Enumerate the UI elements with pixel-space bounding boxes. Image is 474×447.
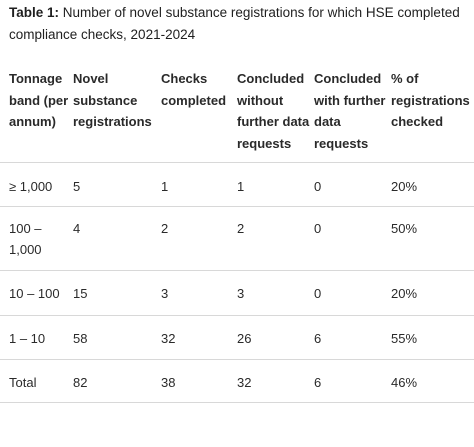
- caption-text: Number of novel substance registrations …: [9, 5, 460, 42]
- table-caption: Table 1: Number of novel substance regis…: [9, 2, 469, 46]
- header-checks-completed: Checks completed: [161, 63, 237, 163]
- cell-checks-completed: 2: [161, 206, 237, 271]
- cell-novel-registrations: 4: [73, 206, 161, 271]
- cell-concluded-with: 6: [314, 315, 391, 360]
- cell-concluded-without: 32: [237, 359, 314, 403]
- cell-concluded-without: 3: [237, 270, 314, 316]
- cell-percent-checked: 20%: [391, 270, 474, 316]
- cell-percent-checked: 50%: [391, 206, 474, 271]
- cell-checks-completed: 1: [161, 162, 237, 207]
- table-row: 10 – 100 15 3 3 0 20%: [0, 270, 474, 316]
- cell-tonnage-band: Total: [0, 359, 73, 403]
- cell-tonnage-band: 1 – 10: [0, 315, 73, 360]
- cell-concluded-with: 0: [314, 206, 391, 271]
- table-row: 100 – 1,000 4 2 2 0 50%: [0, 206, 474, 271]
- cell-concluded-with: 0: [314, 162, 391, 207]
- cell-concluded-without: 1: [237, 162, 314, 207]
- cell-concluded-with: 0: [314, 270, 391, 316]
- header-row: Tonnage band (per annum) Novel substance…: [0, 63, 474, 163]
- caption-label: Table 1:: [9, 5, 60, 20]
- cell-checks-completed: 32: [161, 315, 237, 360]
- table-row-total: Total 82 38 32 6 46%: [0, 359, 474, 403]
- cell-novel-registrations: 58: [73, 315, 161, 360]
- cell-novel-registrations: 15: [73, 270, 161, 316]
- cell-percent-checked: 46%: [391, 359, 474, 403]
- cell-concluded-without: 2: [237, 206, 314, 271]
- cell-percent-checked: 55%: [391, 315, 474, 360]
- cell-concluded-without: 26: [237, 315, 314, 360]
- cell-tonnage-band: 100 – 1,000: [0, 206, 73, 271]
- compliance-checks-table: Tonnage band (per annum) Novel substance…: [0, 63, 474, 403]
- table-row: 1 – 10 58 32 26 6 55%: [0, 315, 474, 360]
- header-tonnage-band: Tonnage band (per annum): [0, 63, 73, 163]
- cell-checks-completed: 38: [161, 359, 237, 403]
- header-concluded-without-requests: Concluded without further data requests: [237, 63, 314, 163]
- cell-tonnage-band: ≥ 1,000: [0, 162, 73, 207]
- table-row: ≥ 1,000 5 1 1 0 20%: [0, 162, 474, 207]
- cell-concluded-with: 6: [314, 359, 391, 403]
- cell-novel-registrations: 5: [73, 162, 161, 207]
- header-percent-checked: % of registrations checked: [391, 63, 474, 163]
- header-novel-registrations: Novel substance registrations: [73, 63, 161, 163]
- cell-percent-checked: 20%: [391, 162, 474, 207]
- cell-novel-registrations: 82: [73, 359, 161, 403]
- cell-tonnage-band: 10 – 100: [0, 270, 73, 316]
- cell-checks-completed: 3: [161, 270, 237, 316]
- header-concluded-with-requests: Concluded with further data requests: [314, 63, 391, 163]
